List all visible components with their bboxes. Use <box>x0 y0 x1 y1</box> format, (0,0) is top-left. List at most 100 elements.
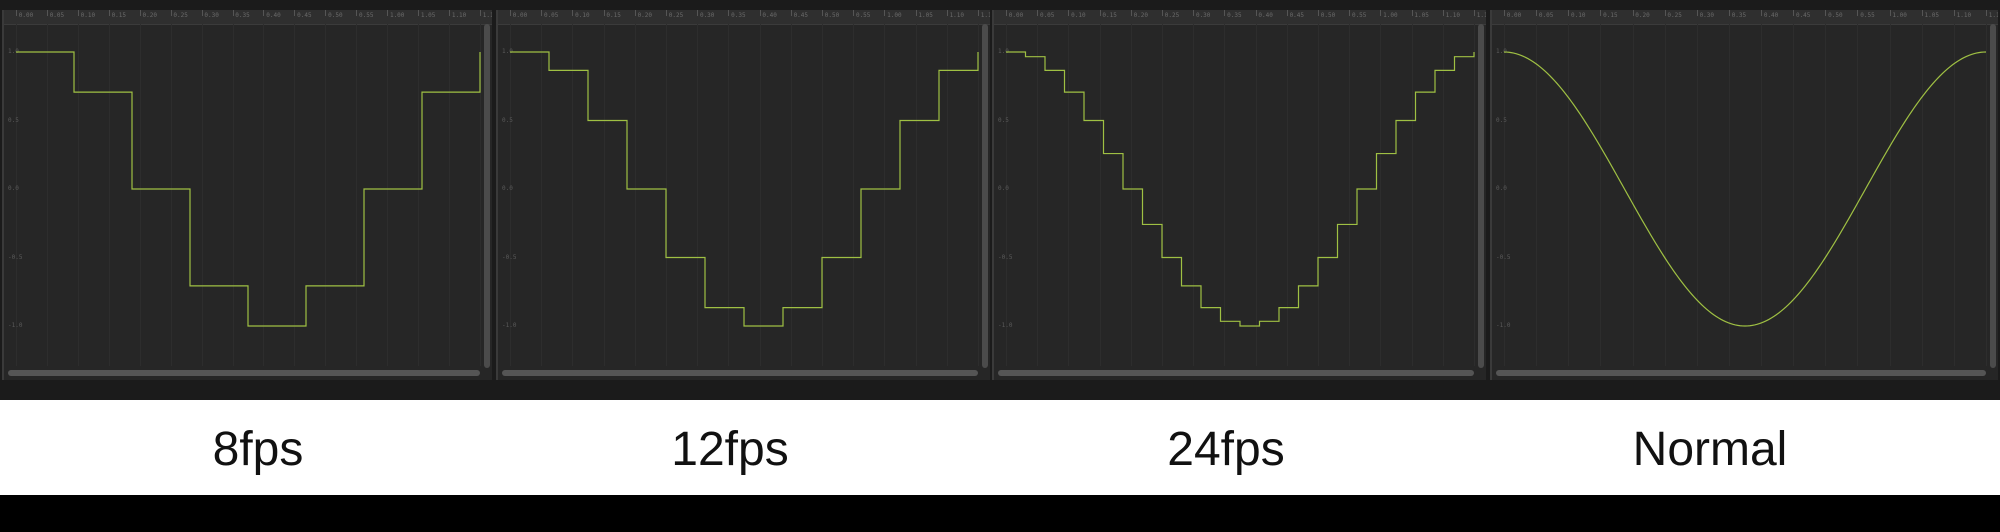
grid-line <box>139 24 141 366</box>
ruler-tick-label: 0.40 <box>762 12 777 19</box>
curve-path[interactable] <box>1006 51 1475 327</box>
ruler-tick <box>449 10 451 16</box>
grid-line <box>1504 24 1505 366</box>
ruler-tick-label: 0.10 <box>1071 12 1086 19</box>
ruler-tick <box>1986 10 1987 16</box>
ruler-tick-label: 0.30 <box>1195 12 1211 19</box>
grid-line <box>1099 24 1101 366</box>
vertical-scrollbar[interactable] <box>982 24 988 368</box>
graph-area[interactable]: 1.0 0.5 0.0 -0.5 -1.0 <box>4 24 492 366</box>
horizontal-scrollbar[interactable] <box>998 370 1474 376</box>
grid-line <box>480 24 481 366</box>
vertical-scrollbar[interactable] <box>484 24 490 368</box>
ruler-tick <box>77 10 79 16</box>
y-axis-label: -1.0 <box>502 322 517 329</box>
y-axis-label: 0.0 <box>1496 185 1507 192</box>
y-axis-label: 0.5 <box>1496 116 1507 124</box>
ruler-tick-label: 0.05 <box>1538 12 1554 19</box>
curve-path[interactable] <box>1503 51 1987 327</box>
ruler-tick <box>1349 10 1351 16</box>
ruler-tick <box>1728 10 1730 16</box>
ruler-tick-label: 1.15 <box>1988 12 1998 19</box>
ruler-tick-label: 0.25 <box>668 12 684 19</box>
caption-24fps: 24fps <box>1167 423 1285 476</box>
animation-curve[interactable] <box>1492 24 1998 366</box>
vertical-scrollbar[interactable] <box>1478 24 1484 368</box>
grid-line <box>449 24 451 366</box>
graph-panel-8fps[interactable]: 0.00 0.05 0.10 0.15 0.20 0.25 0.30 0.35 0.40 0.45… <box>2 10 492 380</box>
grid-line <box>108 24 110 366</box>
grid-line <box>790 24 792 366</box>
timeline-ruler[interactable]: 0.00 0.05 0.10 0.15 0.20 0.25 0.30 0.35 0.40 0.45… <box>4 10 492 25</box>
grid-line <box>1037 24 1039 366</box>
ruler-tick <box>884 10 886 16</box>
grid-line <box>77 24 79 366</box>
ruler-tick <box>46 10 48 16</box>
horizontal-scrollbar[interactable] <box>502 370 978 376</box>
animation-curve[interactable] <box>4 24 492 366</box>
grid-line <box>1380 24 1382 366</box>
ruler-tick-label: 1.05 <box>1414 12 1429 19</box>
curve-editor-strip: 0.00 0.05 0.10 0.15 0.20 0.25 0.30 0.35 0.40 0.45… <box>0 0 2000 400</box>
ruler-tick <box>1793 10 1795 16</box>
grid-line <box>1286 24 1288 366</box>
ruler-tick <box>978 10 979 16</box>
ruler-tick <box>1536 10 1538 16</box>
ruler-tick-label: 0.45 <box>793 12 809 19</box>
ruler-tick-label: 0.15 <box>111 12 127 19</box>
horizontal-scrollbar[interactable] <box>1496 370 1986 376</box>
timeline-ruler[interactable]: 0.00 0.05 0.10 0.15 0.20 0.25 0.30 0.35 0.40 0.45… <box>994 10 1486 25</box>
ruler-tick <box>1037 10 1039 16</box>
ruler-tick-label: 1.05 <box>918 12 933 19</box>
ruler-tick-label: 0.35 <box>1227 12 1242 19</box>
bottom-black-bar <box>0 495 2000 532</box>
timeline-ruler[interactable]: 0.00 0.05 0.10 0.15 0.20 0.25 0.30 0.35 0.40 0.45… <box>1492 10 1998 25</box>
grid-line <box>1130 24 1132 366</box>
ruler-tick-label: 0.30 <box>699 12 715 19</box>
ruler-tick-label: 0.45 <box>1795 12 1811 19</box>
ruler-tick-label: 0.20 <box>1133 12 1149 19</box>
grid-line <box>1442 24 1444 366</box>
caption-normal: Normal <box>1632 423 1788 476</box>
timeline-ruler[interactable]: 0.00 0.05 0.10 0.15 0.20 0.25 0.30 0.35 0.40 0.45… <box>498 10 990 25</box>
graph-area[interactable]: 1.0 0.5 0.0 -0.5 -1.0 <box>994 24 1486 366</box>
animation-curve[interactable] <box>994 24 1486 366</box>
ruler-tick <box>1889 10 1891 16</box>
grid-line <box>1953 24 1955 366</box>
graph-panel-12fps[interactable]: 0.00 0.05 0.10 0.15 0.20 0.25 0.30 0.35 0.40 0.45… <box>496 10 990 380</box>
y-axis-label: -0.5 <box>8 253 23 261</box>
y-axis-label: -1.0 <box>8 322 23 329</box>
grid-line <box>46 24 48 366</box>
ruler-tick <box>603 10 605 16</box>
graph-area[interactable]: 1.0 0.5 0.0 -0.5 -1.0 <box>498 24 990 366</box>
graph-panel-normal[interactable]: 0.00 0.05 0.10 0.15 0.20 0.25 0.30 0.35 0.40 0.45… <box>1490 10 1998 380</box>
ruler-tick-label: 0.25 <box>1667 12 1682 19</box>
curve-path[interactable] <box>16 51 481 327</box>
curve-path[interactable] <box>510 51 979 327</box>
graph-panel-24fps[interactable]: 0.00 0.05 0.10 0.15 0.20 0.25 0.30 0.35 0.40 0.45… <box>992 10 1486 380</box>
grid-line <box>1318 24 1319 366</box>
ruler-tick-label: 0.30 <box>1699 12 1715 19</box>
grid-line <box>510 24 511 366</box>
vertical-scrollbar[interactable] <box>1990 24 1996 368</box>
grid-line <box>915 24 917 366</box>
ruler-tick-label: 0.50 <box>824 12 840 19</box>
y-axis-label: -0.5 <box>502 253 517 261</box>
ruler-tick-label: 0.50 <box>1320 12 1336 19</box>
ruler-tick <box>666 10 667 16</box>
horizontal-scrollbar[interactable] <box>8 370 480 376</box>
y-axis-label: -0.5 <box>1496 253 1511 261</box>
grid-line <box>697 24 699 366</box>
grid-line <box>946 24 948 366</box>
ruler-tick-label: 0.35 <box>731 12 746 19</box>
ruler-tick-label: 0.05 <box>49 12 65 19</box>
ruler-tick <box>1130 10 1132 16</box>
ruler-tick <box>728 10 730 16</box>
ruler-tick-label: 1.05 <box>1924 12 1939 19</box>
graph-area[interactable]: 1.0 0.5 0.0 -0.5 -1.0 <box>1492 24 1998 366</box>
ruler-tick <box>1380 10 1382 16</box>
grid-line <box>1632 24 1634 366</box>
animation-curve[interactable] <box>498 24 990 366</box>
grid-line <box>1068 24 1070 366</box>
grid-line <box>1349 24 1351 366</box>
